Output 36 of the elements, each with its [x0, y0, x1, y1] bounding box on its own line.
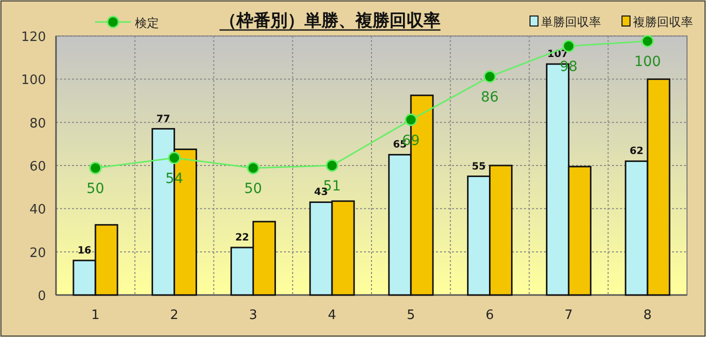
- data-label: 86: [480, 90, 499, 106]
- point: [641, 34, 654, 48]
- x-tick-label: 2: [170, 308, 178, 323]
- data-label: 55: [472, 161, 486, 172]
- legend-label: 検定: [135, 16, 159, 30]
- x-tick-label: 6: [486, 308, 494, 323]
- y-tick-label: 60: [29, 160, 46, 174]
- y-tick-label: 80: [29, 116, 46, 132]
- point: [168, 152, 181, 164]
- point: [89, 162, 102, 174]
- point: [246, 162, 260, 174]
- data-label: 16: [77, 245, 92, 256]
- chart-title: （枠番別）単勝、複勝回収率: [220, 11, 440, 31]
- x-tick-label: 8: [643, 308, 652, 323]
- legend-label: 複勝回収率: [633, 15, 693, 29]
- x-tick-label: 7: [564, 308, 573, 323]
- data-label: 50: [86, 181, 104, 198]
- y-tick-label: 40: [29, 202, 46, 218]
- x-tick-label: 3: [249, 308, 258, 323]
- legend-label: 単勝回収率: [541, 15, 601, 29]
- y-tick-label: 20: [29, 246, 46, 261]
- data-label: 100: [634, 54, 661, 70]
- data-label: 50: [244, 181, 262, 198]
- data-label: 77: [156, 114, 170, 125]
- x-tick-label: 1: [91, 308, 100, 323]
- y-tick-label: 100: [21, 73, 46, 88]
- x-tick-label: 5: [406, 308, 416, 323]
- y-tick-label: 120: [21, 30, 46, 45]
- point: [484, 70, 496, 83]
- data-label: 54: [165, 170, 184, 187]
- point: [326, 159, 338, 172]
- x-tick-label: 4: [328, 308, 336, 323]
- data-label: 62: [630, 146, 644, 158]
- data-label: 22: [235, 232, 250, 244]
- point: [404, 114, 418, 126]
- y-tick-label: 0: [38, 289, 46, 304]
